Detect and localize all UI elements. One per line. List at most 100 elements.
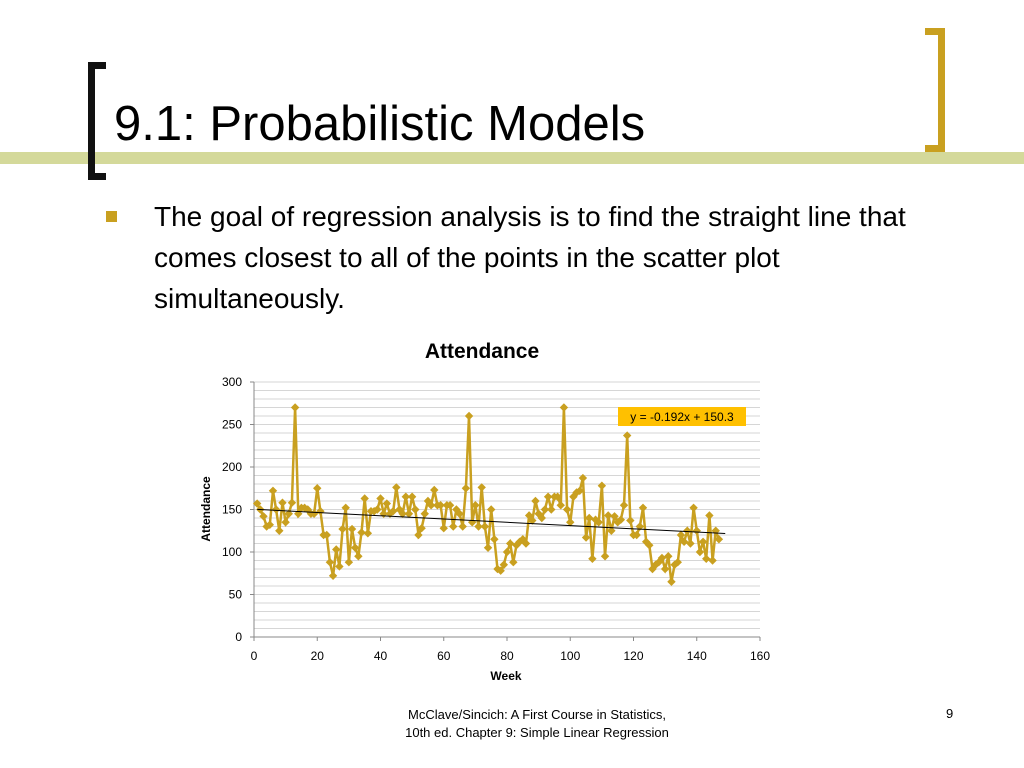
- data-point: [275, 526, 284, 535]
- y-tick-label: 250: [222, 418, 242, 432]
- data-point: [569, 492, 578, 501]
- data-point: [702, 554, 711, 563]
- data-point: [664, 552, 673, 561]
- bullet-text: The goal of regression analysis is to fi…: [154, 201, 906, 314]
- data-point: [449, 522, 458, 531]
- data-point: [607, 526, 616, 535]
- attendance-series-line: [256, 407, 721, 583]
- data-point: [445, 501, 455, 510]
- data-point: [322, 530, 331, 540]
- data-point: [468, 518, 477, 527]
- x-tick-label: 140: [687, 649, 707, 663]
- attendance-series-markers: [252, 403, 724, 586]
- x-tick-label: 80: [500, 649, 514, 663]
- data-point: [711, 526, 720, 535]
- data-point: [553, 492, 562, 501]
- y-tick-label: 200: [222, 460, 242, 474]
- data-point: [585, 513, 594, 523]
- data-point: [635, 522, 645, 531]
- data-point: [486, 505, 496, 514]
- y-tick-label: 100: [222, 545, 242, 559]
- data-point: [670, 560, 679, 569]
- data-point: [401, 492, 410, 501]
- data-point: [436, 501, 445, 510]
- data-point: [632, 530, 641, 540]
- data-point: [398, 509, 407, 518]
- data-point: [455, 509, 464, 518]
- x-tick-label: 60: [437, 649, 451, 663]
- data-point: [344, 558, 354, 567]
- data-point: [328, 571, 338, 580]
- data-point: [594, 518, 603, 527]
- data-point: [600, 552, 610, 561]
- data-point: [414, 530, 423, 540]
- data-point: [562, 505, 572, 514]
- data-point: [559, 403, 569, 412]
- data-point: [648, 564, 657, 574]
- y-axis-label: Attendance: [199, 476, 213, 542]
- data-point: [547, 505, 556, 514]
- data-point: [499, 560, 509, 569]
- data-point: [581, 533, 591, 542]
- data-point: [537, 513, 546, 523]
- data-point: [452, 505, 461, 514]
- footer-line-1: McClave/Sincich: A First Course in Stati…: [408, 707, 666, 722]
- data-point: [572, 488, 581, 497]
- bullet-square-icon: [106, 211, 117, 222]
- chart-title: Attendance: [425, 340, 539, 363]
- data-point: [490, 535, 499, 544]
- linear-trendline: [257, 508, 726, 535]
- data-point: [252, 499, 262, 508]
- data-point: [531, 496, 540, 506]
- x-tick-label: 100: [560, 649, 580, 663]
- footer-line-2: 10th ed. Chapter 9: Simple Linear Regres…: [405, 725, 669, 740]
- data-point: [505, 539, 515, 548]
- data-point: [692, 526, 701, 535]
- data-point: [613, 518, 622, 527]
- data-point: [714, 535, 724, 544]
- y-tick-label: 50: [229, 588, 243, 602]
- data-point: [540, 505, 550, 514]
- tick-labels: 0 50 100 150 200 250 300 0 20 40 60 80 100 120 140 160: [222, 375, 770, 663]
- data-point: [534, 509, 543, 518]
- data-point: [543, 492, 553, 501]
- data-point: [430, 485, 439, 495]
- data-point: [483, 543, 493, 552]
- data-point: [411, 505, 420, 514]
- x-tick-label: 120: [623, 649, 643, 663]
- data-point: [392, 483, 401, 492]
- data-point: [382, 499, 392, 508]
- y-tick-label: 0: [235, 630, 242, 644]
- data-point: [363, 529, 373, 538]
- data-point: [325, 558, 335, 567]
- data-point: [464, 411, 474, 421]
- x-tick-label: 20: [311, 649, 325, 663]
- data-point: [638, 503, 648, 512]
- data-point: [376, 494, 385, 503]
- attendance-chart: Attendance 0 50 100 150 200 250 300 0 20 40 60 80 10…: [199, 340, 770, 683]
- data-point: [556, 501, 565, 510]
- data-point: [660, 564, 670, 574]
- y-tick-label: 300: [222, 375, 242, 389]
- data-point: [667, 577, 676, 586]
- data-point: [262, 522, 271, 531]
- data-point: [309, 509, 319, 518]
- data-point: [284, 509, 293, 518]
- x-axis-label: Week: [490, 669, 521, 683]
- data-point: [686, 539, 695, 548]
- data-point: [354, 552, 363, 561]
- title-accent-bar: [0, 152, 1024, 164]
- data-point: [404, 509, 414, 518]
- data-point: [287, 498, 297, 507]
- data-point: [480, 522, 490, 531]
- data-point: [360, 494, 369, 503]
- left-bracket-decoration: [88, 62, 106, 180]
- data-point: [566, 518, 575, 527]
- data-point: [271, 505, 281, 514]
- data-point: [290, 403, 300, 412]
- data-point: [439, 524, 448, 533]
- right-bracket-decoration: [925, 28, 945, 152]
- axes: [250, 381, 761, 641]
- data-point: [471, 501, 480, 510]
- slide-title: 9.1: Probabilistic Models: [114, 97, 646, 151]
